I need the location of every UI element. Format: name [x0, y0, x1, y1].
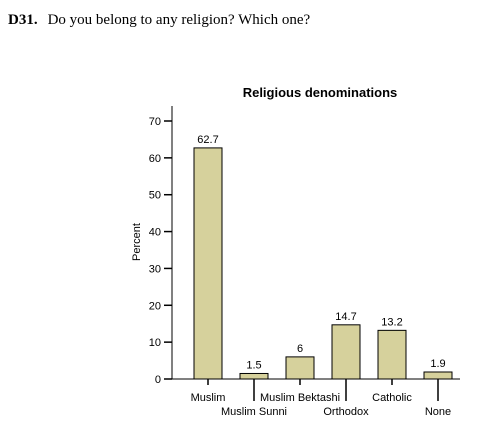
question-line: D31. Do you belong to any religion? Which… — [8, 12, 310, 29]
y-tick-label: 70 — [149, 116, 161, 128]
bar — [331, 324, 361, 380]
bar — [377, 329, 407, 380]
data-label: 1.9 — [430, 358, 445, 370]
bar — [239, 372, 269, 380]
x-tick-label: None — [425, 406, 451, 418]
x-tick-label: Orthodox — [323, 406, 369, 418]
y-tick-label: 40 — [149, 227, 161, 239]
question-text: Do you belong to any religion? Which one… — [47, 12, 311, 28]
bar — [193, 147, 223, 380]
chart-title: Religious denominations — [243, 85, 398, 100]
data-label: 13.2 — [381, 316, 402, 328]
y-tick-label: 60 — [149, 153, 161, 165]
y-tick-label: 0 — [155, 374, 161, 386]
bars: 62.7 1.5 6 14.7 13.2 1.9 — [193, 134, 453, 380]
data-label: 1.5 — [246, 359, 261, 371]
x-tick-label: Muslim Bektashi — [260, 392, 340, 404]
bar — [423, 371, 453, 380]
data-label: 14.7 — [335, 311, 356, 323]
y-tick-label: 20 — [149, 300, 161, 312]
x-tick-label: Muslim Sunni — [221, 406, 287, 418]
x-tick-label: Catholic — [372, 392, 412, 404]
y-tick-label: 30 — [149, 263, 161, 275]
data-label: 6 — [297, 343, 303, 355]
x-tick-labels: Muslim Muslim Sunni Muslim Bektashi Orthodo… — [191, 379, 451, 418]
bar — [285, 356, 315, 380]
y-tick-label: 10 — [149, 337, 161, 349]
y-axis-label: Percent — [131, 223, 143, 261]
data-label: 62.7 — [197, 134, 218, 146]
question-number: D31. — [8, 12, 38, 28]
x-tick-label: Muslim — [191, 392, 226, 404]
y-tick-label: 50 — [149, 190, 161, 202]
y-ticks: 0 10 20 30 40 50 60 70 — [149, 116, 172, 386]
